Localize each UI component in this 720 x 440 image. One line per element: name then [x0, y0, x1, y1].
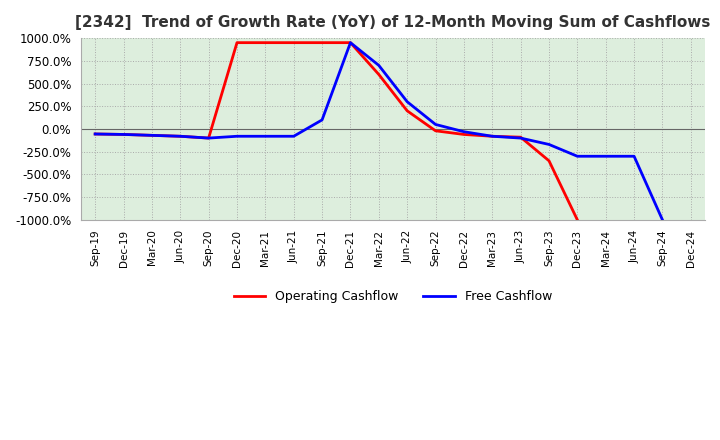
- Free Cashflow: [91, 132, 99, 137]
- Free Cashflow: [148, 133, 156, 138]
- Operating Cashflow: [120, 132, 128, 137]
- Operating Cashflow: [431, 128, 440, 133]
- Free Cashflow: [516, 136, 525, 141]
- Operating Cashflow: [148, 133, 156, 138]
- Operating Cashflow: [488, 134, 497, 139]
- Free Cashflow: [431, 122, 440, 127]
- Operating Cashflow: [459, 132, 468, 137]
- Operating Cashflow: [374, 72, 383, 77]
- Free Cashflow: [233, 134, 241, 139]
- Operating Cashflow: [91, 132, 99, 137]
- Free Cashflow: [346, 40, 355, 45]
- Free Cashflow: [289, 134, 298, 139]
- Free Cashflow: [204, 136, 213, 141]
- Free Cashflow: [544, 142, 553, 147]
- Operating Cashflow: [318, 40, 326, 45]
- Operating Cashflow: [176, 134, 184, 139]
- Operating Cashflow: [516, 135, 525, 140]
- Operating Cashflow: [261, 40, 270, 45]
- Free Cashflow: [488, 134, 497, 139]
- Operating Cashflow: [204, 136, 213, 141]
- Free Cashflow: [403, 99, 412, 104]
- Free Cashflow: [601, 154, 610, 159]
- Free Cashflow: [630, 154, 639, 159]
- Operating Cashflow: [233, 40, 241, 45]
- Title: [2342]  Trend of Growth Rate (YoY) of 12-Month Moving Sum of Cashflows: [2342] Trend of Growth Rate (YoY) of 12-…: [76, 15, 711, 30]
- Free Cashflow: [658, 217, 667, 223]
- Free Cashflow: [261, 134, 270, 139]
- Free Cashflow: [459, 129, 468, 134]
- Operating Cashflow: [346, 40, 355, 45]
- Operating Cashflow: [544, 158, 553, 163]
- Free Cashflow: [573, 154, 582, 159]
- Free Cashflow: [120, 132, 128, 137]
- Legend: Operating Cashflow, Free Cashflow: Operating Cashflow, Free Cashflow: [229, 285, 557, 308]
- Line: Free Cashflow: Free Cashflow: [95, 43, 662, 220]
- Free Cashflow: [374, 63, 383, 68]
- Free Cashflow: [176, 134, 184, 139]
- Operating Cashflow: [289, 40, 298, 45]
- Operating Cashflow: [573, 217, 582, 223]
- Free Cashflow: [318, 117, 326, 123]
- Operating Cashflow: [403, 108, 412, 114]
- Line: Operating Cashflow: Operating Cashflow: [95, 43, 577, 220]
